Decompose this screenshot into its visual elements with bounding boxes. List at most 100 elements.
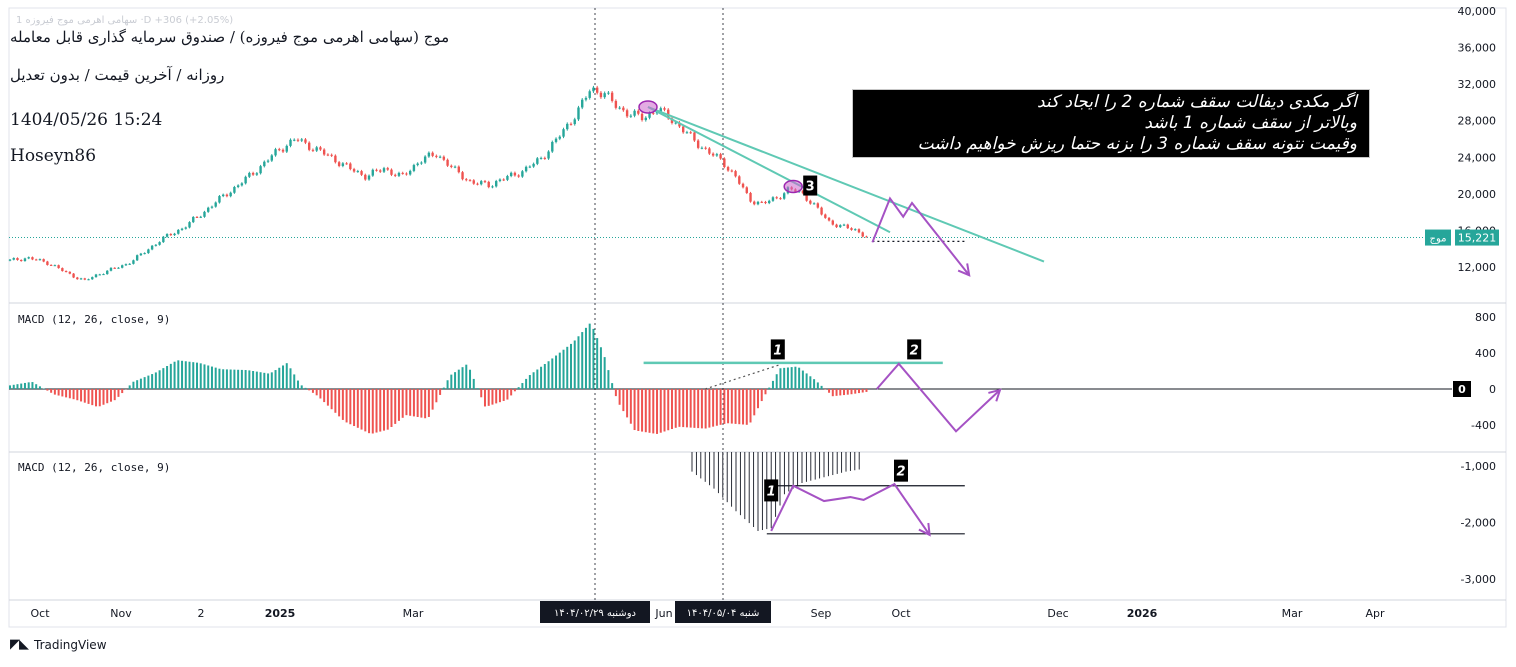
candle-body bbox=[64, 271, 68, 273]
peak-marker bbox=[638, 100, 658, 114]
candle-body bbox=[87, 279, 90, 281]
candle-body bbox=[173, 233, 176, 236]
candle-body bbox=[734, 171, 737, 177]
candle-body bbox=[121, 265, 124, 268]
x-tick-label: 2026 bbox=[1127, 607, 1158, 620]
candle-body bbox=[865, 236, 868, 238]
candle-body bbox=[603, 93, 606, 98]
candle-body bbox=[663, 108, 666, 110]
zero-badge bbox=[1453, 381, 1471, 397]
candle-body bbox=[311, 149, 315, 151]
candle-body bbox=[225, 194, 229, 197]
candle-body bbox=[723, 158, 726, 168]
candle-body bbox=[240, 183, 244, 186]
candle-body bbox=[618, 107, 621, 109]
candle-body bbox=[386, 168, 389, 170]
candle-body bbox=[278, 149, 281, 151]
candle-body bbox=[356, 171, 360, 173]
candle-body bbox=[143, 253, 146, 255]
candle-body bbox=[532, 163, 535, 167]
candle-body bbox=[644, 117, 647, 121]
candle-body bbox=[610, 92, 614, 101]
candle-body bbox=[861, 232, 864, 237]
candle-body bbox=[760, 201, 763, 203]
macd-forecast-path-arrowhead bbox=[988, 388, 1002, 402]
candle-body bbox=[34, 259, 38, 261]
candle-body bbox=[581, 99, 584, 108]
candle-body bbox=[453, 166, 457, 168]
price-forecast-path bbox=[871, 196, 970, 276]
candle-body bbox=[476, 183, 479, 185]
time-marker-label: دوشنبه ۱۴۰۴/۰۲/۲۹ bbox=[554, 608, 636, 619]
candle-body bbox=[199, 216, 202, 218]
candle-body bbox=[319, 147, 322, 150]
x-tick-label: Oct bbox=[30, 607, 50, 620]
candle-body bbox=[491, 186, 494, 188]
candle-body bbox=[57, 265, 60, 269]
candle-body bbox=[816, 203, 820, 208]
candle-body bbox=[633, 110, 636, 116]
candle-body bbox=[689, 132, 692, 134]
candle-body bbox=[483, 181, 487, 183]
candle-body bbox=[72, 273, 75, 278]
time-marker-badge bbox=[675, 601, 771, 623]
candle-body bbox=[768, 200, 771, 204]
price-forecast-path-arrowhead bbox=[957, 263, 971, 277]
candle-body bbox=[106, 270, 109, 275]
y-tick-label: -400 bbox=[1471, 419, 1496, 432]
candle-body bbox=[304, 139, 307, 143]
candle-body bbox=[465, 179, 468, 181]
candle-body bbox=[509, 172, 513, 177]
macd-dotted-trend bbox=[705, 364, 781, 390]
candle-body bbox=[150, 245, 154, 250]
candle-body bbox=[805, 193, 808, 201]
candle-body bbox=[382, 168, 386, 172]
candle-body bbox=[379, 170, 382, 172]
macd2-peak-label: 1 bbox=[767, 484, 776, 499]
candle-body bbox=[401, 172, 404, 174]
candle-body bbox=[502, 179, 505, 181]
candle-body bbox=[554, 138, 558, 142]
candle-body bbox=[420, 162, 423, 164]
trendline bbox=[647, 106, 891, 234]
candle-body bbox=[442, 156, 446, 160]
y-tick-label: 32,000 bbox=[1458, 78, 1497, 91]
candle-body bbox=[16, 258, 19, 261]
candle-body bbox=[293, 139, 296, 141]
candle-body bbox=[416, 163, 419, 166]
macd-forecast-path bbox=[876, 362, 1001, 433]
y-tick-label: 24,000 bbox=[1458, 151, 1497, 164]
candle-body bbox=[195, 216, 199, 218]
candle-body bbox=[584, 97, 588, 100]
candle-body bbox=[68, 271, 72, 274]
candle-body bbox=[180, 228, 184, 230]
candle-body bbox=[569, 123, 573, 125]
page-subtitle: روزانه / آخرین قیمت / بدون تعدیل bbox=[10, 66, 225, 84]
candle-body bbox=[558, 136, 561, 139]
y-tick-label: -3,000 bbox=[1461, 573, 1496, 586]
candle-body bbox=[678, 122, 681, 127]
candle-body bbox=[281, 149, 285, 152]
candle-body bbox=[700, 147, 704, 149]
candle-body bbox=[659, 108, 662, 112]
candle-body bbox=[472, 180, 475, 184]
candle-body bbox=[640, 113, 644, 121]
candle-body bbox=[147, 249, 150, 254]
candle-body bbox=[38, 259, 42, 261]
candle-body bbox=[390, 169, 393, 175]
macd2-peak-label-box bbox=[894, 459, 908, 482]
candle-body bbox=[330, 154, 333, 156]
candle-body bbox=[827, 217, 831, 221]
candle-body bbox=[221, 194, 225, 197]
candle-body bbox=[756, 201, 760, 205]
author-label: Hoseyn86 bbox=[10, 146, 97, 166]
candle-body bbox=[266, 160, 270, 162]
tradingview-logo-icon: ◤◣ bbox=[10, 637, 29, 652]
brand-logo[interactable]: ◤◣ TradingView bbox=[10, 637, 107, 652]
candle-body bbox=[753, 201, 756, 205]
zero-badge-label: 0 bbox=[1458, 383, 1466, 396]
candle-body bbox=[162, 236, 165, 243]
candle-body bbox=[12, 258, 15, 260]
candle-body bbox=[831, 220, 834, 225]
candle-body bbox=[397, 172, 401, 176]
